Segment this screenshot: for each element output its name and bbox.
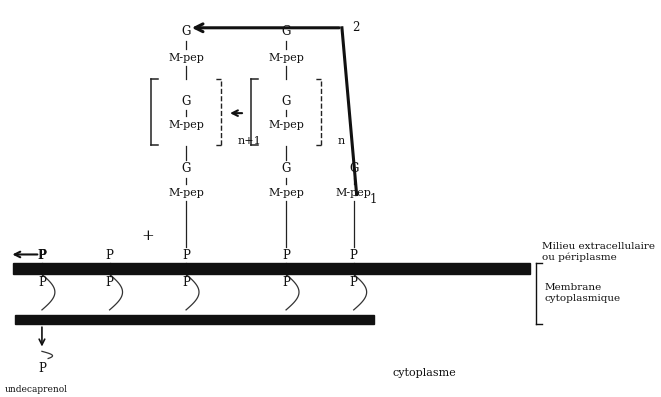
- Text: P: P: [182, 276, 190, 289]
- Text: M-pep: M-pep: [268, 52, 304, 63]
- Text: P: P: [350, 276, 358, 289]
- Text: P: P: [38, 276, 46, 289]
- Text: G: G: [181, 95, 191, 108]
- Text: G: G: [282, 162, 291, 175]
- Text: G: G: [282, 25, 291, 38]
- Text: M-pep: M-pep: [268, 120, 304, 130]
- Text: M-pep: M-pep: [268, 187, 304, 198]
- Text: +: +: [141, 229, 154, 243]
- Text: P: P: [182, 249, 190, 262]
- Text: P: P: [282, 276, 290, 289]
- Text: 1: 1: [369, 193, 377, 206]
- Text: Milieu extracellulaire
ou périplasme: Milieu extracellulaire ou périplasme: [542, 242, 655, 262]
- Text: G: G: [349, 162, 358, 175]
- Bar: [15, 315, 374, 324]
- Text: n: n: [338, 136, 345, 146]
- Text: n+1: n+1: [238, 136, 262, 146]
- Text: P: P: [350, 249, 358, 262]
- Text: 2: 2: [352, 21, 360, 34]
- Text: P: P: [106, 276, 114, 289]
- Text: undecaprenol: undecaprenol: [5, 385, 67, 394]
- Text: M-pep: M-pep: [168, 187, 204, 198]
- Text: cytoplasme: cytoplasme: [393, 368, 456, 378]
- Text: G: G: [181, 25, 191, 38]
- Text: P: P: [282, 249, 290, 262]
- Text: G: G: [181, 162, 191, 175]
- Text: P: P: [38, 249, 46, 262]
- Text: P: P: [106, 249, 114, 262]
- Text: G: G: [282, 95, 291, 108]
- Bar: [13, 263, 530, 274]
- Text: Membrane
cytoplasmique: Membrane cytoplasmique: [545, 283, 621, 303]
- Text: P: P: [38, 362, 46, 375]
- Text: P: P: [38, 249, 46, 262]
- Text: M-pep: M-pep: [168, 120, 204, 130]
- Text: M-pep: M-pep: [336, 187, 371, 198]
- Text: M-pep: M-pep: [168, 52, 204, 63]
